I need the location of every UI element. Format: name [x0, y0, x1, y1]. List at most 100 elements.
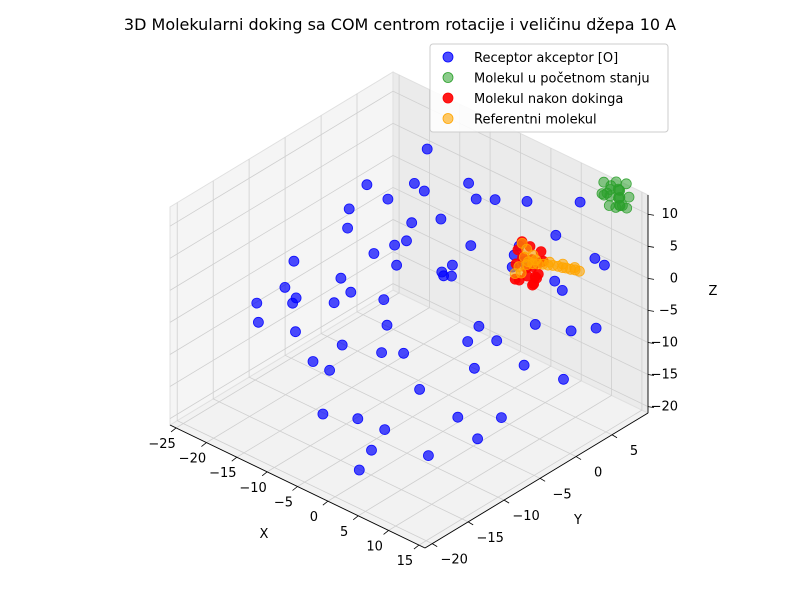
data-point [518, 359, 530, 371]
data-point [279, 281, 291, 293]
z-tick-mark [647, 277, 655, 280]
data-point [336, 339, 348, 351]
data-point [379, 424, 391, 436]
y-tick-label: −10 [512, 509, 539, 524]
x-tick-label: −10 [239, 481, 266, 496]
z-tick-label: 5 [670, 239, 678, 254]
data-point [528, 278, 540, 290]
data-point [401, 235, 412, 247]
data-point [590, 322, 602, 334]
x-tick-label: −20 [179, 452, 206, 467]
data-point [465, 240, 477, 252]
data-point [435, 213, 447, 225]
y-tick-label: −5 [553, 487, 572, 502]
data-point [307, 356, 319, 367]
data-point [489, 194, 501, 206]
y-tick-mark [611, 434, 618, 439]
x-tick-label: 10 [366, 539, 383, 554]
axes-panes [168, 71, 650, 549]
x-tick-mark [383, 530, 389, 535]
data-point [621, 202, 633, 214]
y-axis-label: Y [573, 513, 582, 528]
grid-line-x [236, 104, 461, 458]
data-point [491, 335, 503, 347]
x-tick-mark [170, 427, 177, 433]
data-point [290, 326, 301, 338]
data-point [324, 364, 336, 376]
data-point [436, 266, 448, 278]
legend-marker [442, 113, 454, 124]
x-tick-mark [261, 471, 268, 477]
x-tick-label: −5 [274, 496, 293, 511]
y-tick-mark [575, 456, 582, 460]
grid-line-z [169, 251, 649, 387]
grid-line-x [418, 192, 643, 546]
grid-line-x [388, 177, 612, 531]
x-tick-label: 15 [397, 554, 414, 569]
data-point [446, 259, 458, 271]
y-tick-label: −20 [440, 553, 467, 568]
y-tick-mark [431, 543, 438, 547]
legend-label: Referentni molekul [474, 113, 597, 128]
z-tick-mark [647, 374, 655, 376]
data-point [470, 193, 482, 205]
series-1 [251, 143, 610, 476]
data-point [556, 284, 568, 296]
data-point [532, 268, 544, 280]
legend-marker [442, 51, 454, 63]
y-axis-line [424, 412, 649, 549]
data-point [366, 444, 377, 456]
data-point [473, 320, 485, 332]
data-point [382, 193, 394, 205]
data-point [252, 316, 264, 328]
grid-line-x [266, 118, 491, 473]
z-tick-label: 10 [661, 207, 678, 222]
data-point [529, 318, 541, 330]
legend-label: Molekul nakon dokinga [474, 92, 623, 107]
data-point [353, 464, 365, 476]
grid-line-z [169, 90, 649, 227]
grid-line-y [212, 180, 469, 523]
data-point [623, 191, 635, 203]
data-point [343, 203, 355, 215]
data-point [287, 297, 299, 309]
y-tick-mark [467, 521, 474, 526]
grid-line-x [206, 89, 430, 443]
data-point [544, 256, 555, 268]
data-point [378, 294, 390, 306]
data-point [574, 196, 586, 208]
z-tick-label: 0 [670, 271, 678, 286]
z-tick-label: −10 [651, 336, 678, 351]
grid-line-x [297, 133, 521, 487]
grid-lines [169, 74, 649, 546]
grid-line-y [320, 115, 577, 457]
z-tick-mark [647, 406, 655, 408]
y-tick-label: −15 [476, 531, 503, 546]
z-tick-label: −20 [651, 400, 678, 415]
grid-line-y [356, 93, 613, 436]
data-point [391, 259, 403, 271]
data-point [550, 229, 562, 241]
data-point [406, 217, 418, 229]
data-point [620, 178, 632, 190]
z-tick-label: −15 [651, 368, 678, 383]
grid-line-z [169, 219, 649, 355]
x-tick-mark [322, 500, 329, 506]
y-tick-mark [539, 477, 546, 482]
scatter-points [251, 143, 635, 476]
y-tick-label: 0 [594, 466, 602, 481]
y-tick-mark [503, 499, 510, 504]
data-point [345, 286, 357, 298]
x-tick-mark [352, 515, 359, 521]
data-point [530, 254, 542, 266]
legend: Receptor akceptor [O] Molekul u početnom … [429, 43, 669, 133]
x-tick-label: −25 [148, 437, 175, 452]
data-point [446, 270, 457, 282]
data-point [418, 185, 430, 197]
data-point [335, 272, 347, 284]
legend-marker [442, 92, 454, 104]
grid-line-x [327, 148, 552, 502]
data-point [288, 255, 300, 267]
z-tick-mark [647, 310, 655, 312]
